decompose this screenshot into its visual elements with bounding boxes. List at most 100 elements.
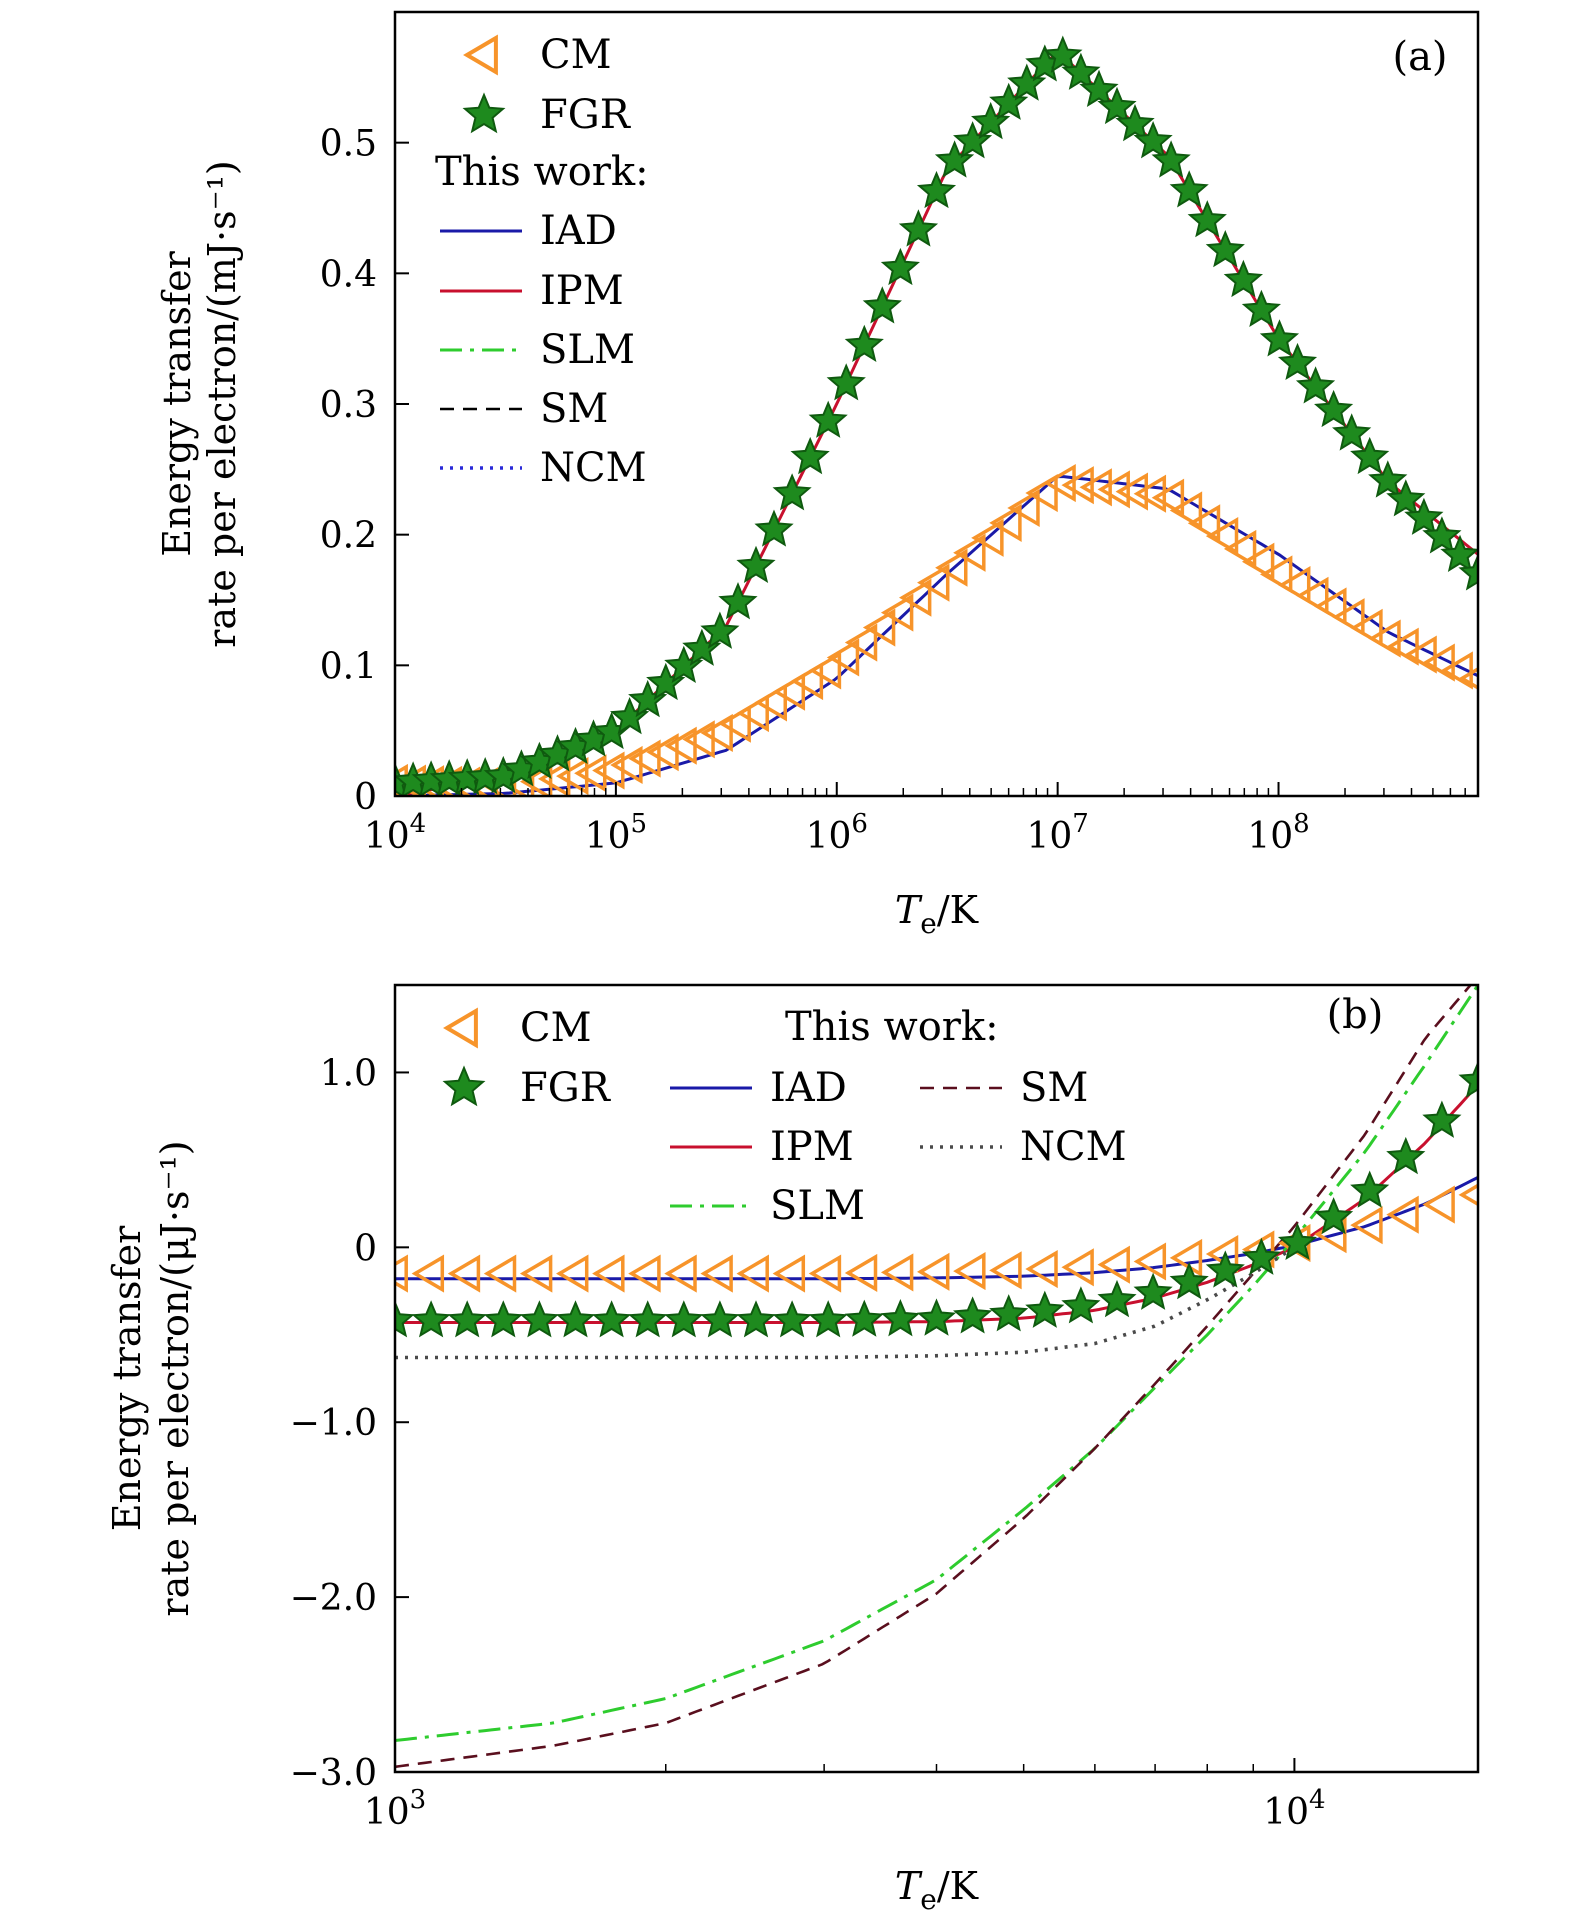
data-point <box>736 545 776 584</box>
data-point <box>1386 479 1426 517</box>
series-markers-fgr <box>395 1060 1478 1338</box>
data-point <box>916 170 957 209</box>
data-point <box>1115 472 1148 511</box>
series-line-sm <box>395 985 1473 1769</box>
data-point <box>1314 389 1354 428</box>
chart-panel-b: −3.0 −2.0 −1.0 0 1.0 103 104 Te/K Energy transfe… <box>105 983 1480 1916</box>
data-point <box>483 1254 517 1293</box>
data-point <box>1368 460 1408 498</box>
data-point <box>772 1300 812 1338</box>
data-point <box>537 759 571 796</box>
plot-area <box>395 35 1478 796</box>
data-point <box>916 1298 957 1336</box>
data-point <box>772 473 812 511</box>
data-point <box>953 121 993 159</box>
legend-label: NCM <box>540 445 647 491</box>
data-point <box>1368 619 1401 658</box>
data-point <box>844 1253 878 1292</box>
y-axis-title-line: Energy transfer <box>155 250 199 556</box>
legend: CM FGR This work: IAD IPM SLM SM NCM <box>442 1004 1127 1229</box>
data-point <box>718 704 751 743</box>
x-tick-label: 104 <box>364 809 426 857</box>
y-tick-label: −2.0 <box>290 1578 377 1619</box>
data-point <box>917 1252 950 1291</box>
legend-label: CM <box>520 1005 592 1051</box>
data-point <box>1205 230 1245 268</box>
data-point <box>1187 200 1227 238</box>
legend-entry-ipm: IPM <box>440 268 624 314</box>
data-point <box>1422 643 1455 682</box>
data-point <box>953 533 986 572</box>
data-point <box>1097 1279 1137 1318</box>
y-tick-label: −1.0 <box>290 1403 377 1444</box>
y-axis-title-line: Energy transfer <box>105 1225 149 1531</box>
series-line-ncm <box>395 1245 1296 1360</box>
legend-entry-iad: IAD <box>440 208 617 254</box>
data-point <box>1097 470 1130 509</box>
data-point <box>1277 1222 1318 1260</box>
data-point <box>880 1253 914 1292</box>
data-point <box>1458 1060 1478 1098</box>
legend-entry-sm: SM <box>920 1065 1088 1111</box>
legend-entry-ncm: NCM <box>440 445 647 491</box>
data-point <box>1025 473 1058 513</box>
legend-swatch <box>463 34 498 76</box>
x-axis-title: Te/K <box>895 1864 979 1916</box>
x-tick-label: 105 <box>585 809 647 857</box>
data-point <box>1277 342 1318 380</box>
data-point <box>1079 69 1119 108</box>
data-point <box>1259 319 1300 357</box>
data-point <box>971 518 1004 557</box>
data-point <box>1241 1237 1281 1275</box>
data-point <box>1025 1249 1058 1289</box>
data-point <box>592 1254 625 1293</box>
data-point <box>917 563 950 602</box>
legend-label: CM <box>540 32 612 78</box>
x-tick-label: 107 <box>1026 809 1088 857</box>
legend-entry-ipm: IPM <box>670 1124 854 1170</box>
x-axis-title: Te/K <box>895 888 979 940</box>
data-point <box>395 1254 408 1293</box>
data-point <box>1386 1136 1426 1175</box>
data-point <box>700 1254 733 1293</box>
legend-entry-ncm: NCM <box>920 1124 1127 1170</box>
legend-entry-fgr: FGR <box>462 92 632 138</box>
legend-label: SM <box>540 386 608 432</box>
data-point <box>808 1254 842 1293</box>
data-point <box>395 1300 415 1338</box>
y-tick-label: 0 <box>354 1228 377 1269</box>
data-point <box>826 363 866 401</box>
legend-entry-cm: CM <box>463 32 612 78</box>
y-tick-label: −3.0 <box>290 1753 377 1794</box>
data-point <box>1133 121 1173 159</box>
data-point <box>1458 1183 1478 1207</box>
y-axis-title-line: rate per electron/(μJ·s⁻¹) <box>153 1140 197 1616</box>
legend-label: IPM <box>770 1124 854 1170</box>
data-point <box>1061 1286 1101 1324</box>
y-tick-label: 0.5 <box>320 124 377 165</box>
data-point <box>1007 63 1047 101</box>
data-point <box>1205 517 1239 556</box>
data-point <box>1187 504 1221 543</box>
legend-label: IAD <box>770 1065 847 1111</box>
data-point <box>1386 627 1419 666</box>
data-point <box>1259 555 1293 594</box>
data-point <box>1350 1206 1383 1245</box>
legend-entry-iad: IAD <box>670 1065 847 1111</box>
data-point <box>1169 1261 1209 1300</box>
data-point <box>592 1300 632 1338</box>
data-point <box>989 82 1029 120</box>
data-point <box>1296 576 1329 615</box>
chart-panel-a: 0 0.1 0.2 0.3 0.4 0.5 104 105 106 107 108 Te/K Energ… <box>155 10 1480 940</box>
data-point <box>1223 529 1257 568</box>
data-point <box>1097 86 1137 125</box>
data-point <box>1278 566 1311 605</box>
data-point <box>826 638 860 677</box>
data-point <box>1422 1100 1462 1138</box>
legend-label: IPM <box>540 268 624 314</box>
data-point <box>1223 259 1263 298</box>
y-tick-label: 0.3 <box>320 385 377 426</box>
legend: CM FGR This work: IAD IPM SLM SM NCM <box>435 32 649 491</box>
data-point <box>1404 497 1444 535</box>
plot-area <box>395 985 1478 1769</box>
